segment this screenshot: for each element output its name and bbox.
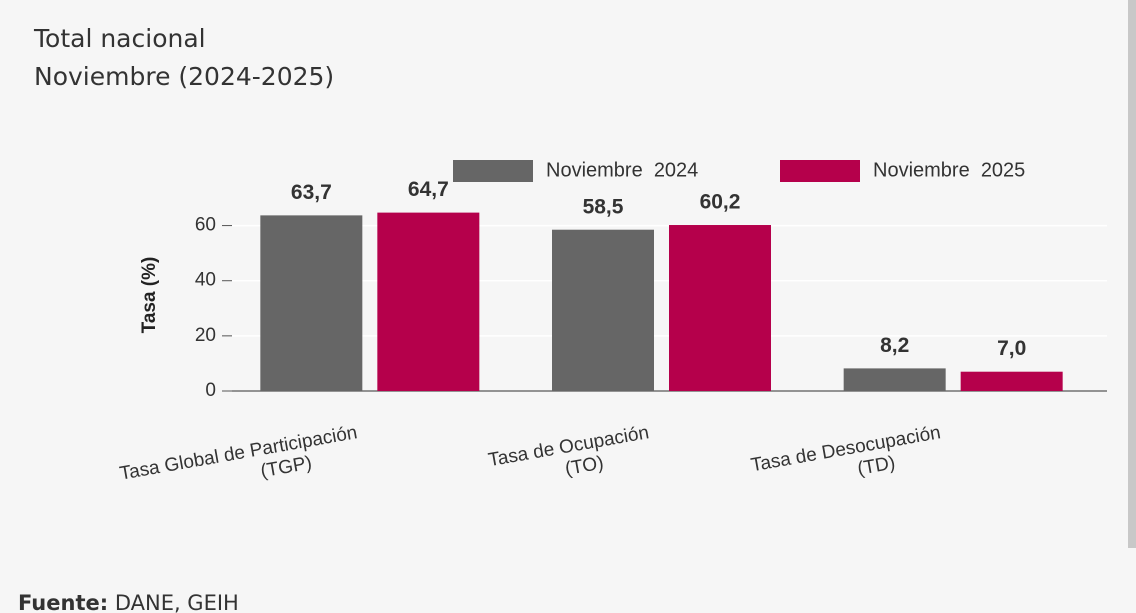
bar bbox=[377, 212, 480, 391]
bar bbox=[669, 225, 771, 391]
legend-label: Noviembre 2025 bbox=[873, 159, 1025, 181]
legend-swatch bbox=[453, 160, 533, 182]
bar bbox=[960, 371, 1063, 391]
chart-title: Total nacional bbox=[33, 24, 206, 53]
y-tick-label: 40 bbox=[195, 270, 216, 291]
bar bbox=[552, 229, 654, 391]
y-tick-label: 0 bbox=[205, 380, 216, 401]
y-tick-label: 60 bbox=[195, 215, 216, 236]
data-label: 7,0 bbox=[997, 337, 1026, 360]
data-label: 58,5 bbox=[583, 195, 624, 218]
scrollbar bbox=[1128, 0, 1136, 548]
chart-subtitle: Noviembre (2024-2025) bbox=[34, 62, 334, 91]
legend-label: Noviembre 2024 bbox=[546, 159, 698, 181]
source: Fuente: DANE, GEIH bbox=[18, 591, 239, 613]
bar bbox=[260, 215, 363, 391]
legend-swatch bbox=[780, 160, 860, 182]
data-label: 8,2 bbox=[880, 334, 909, 357]
data-label: 60,2 bbox=[700, 191, 741, 214]
source-label: Fuente: bbox=[18, 591, 108, 613]
bar bbox=[843, 368, 946, 391]
data-label: 64,7 bbox=[408, 178, 449, 201]
data-label: 63,7 bbox=[291, 181, 332, 204]
source-text: DANE, GEIH bbox=[115, 591, 239, 613]
y-axis-label: Tasa (%) bbox=[139, 257, 160, 334]
y-tick-label: 20 bbox=[195, 325, 216, 346]
